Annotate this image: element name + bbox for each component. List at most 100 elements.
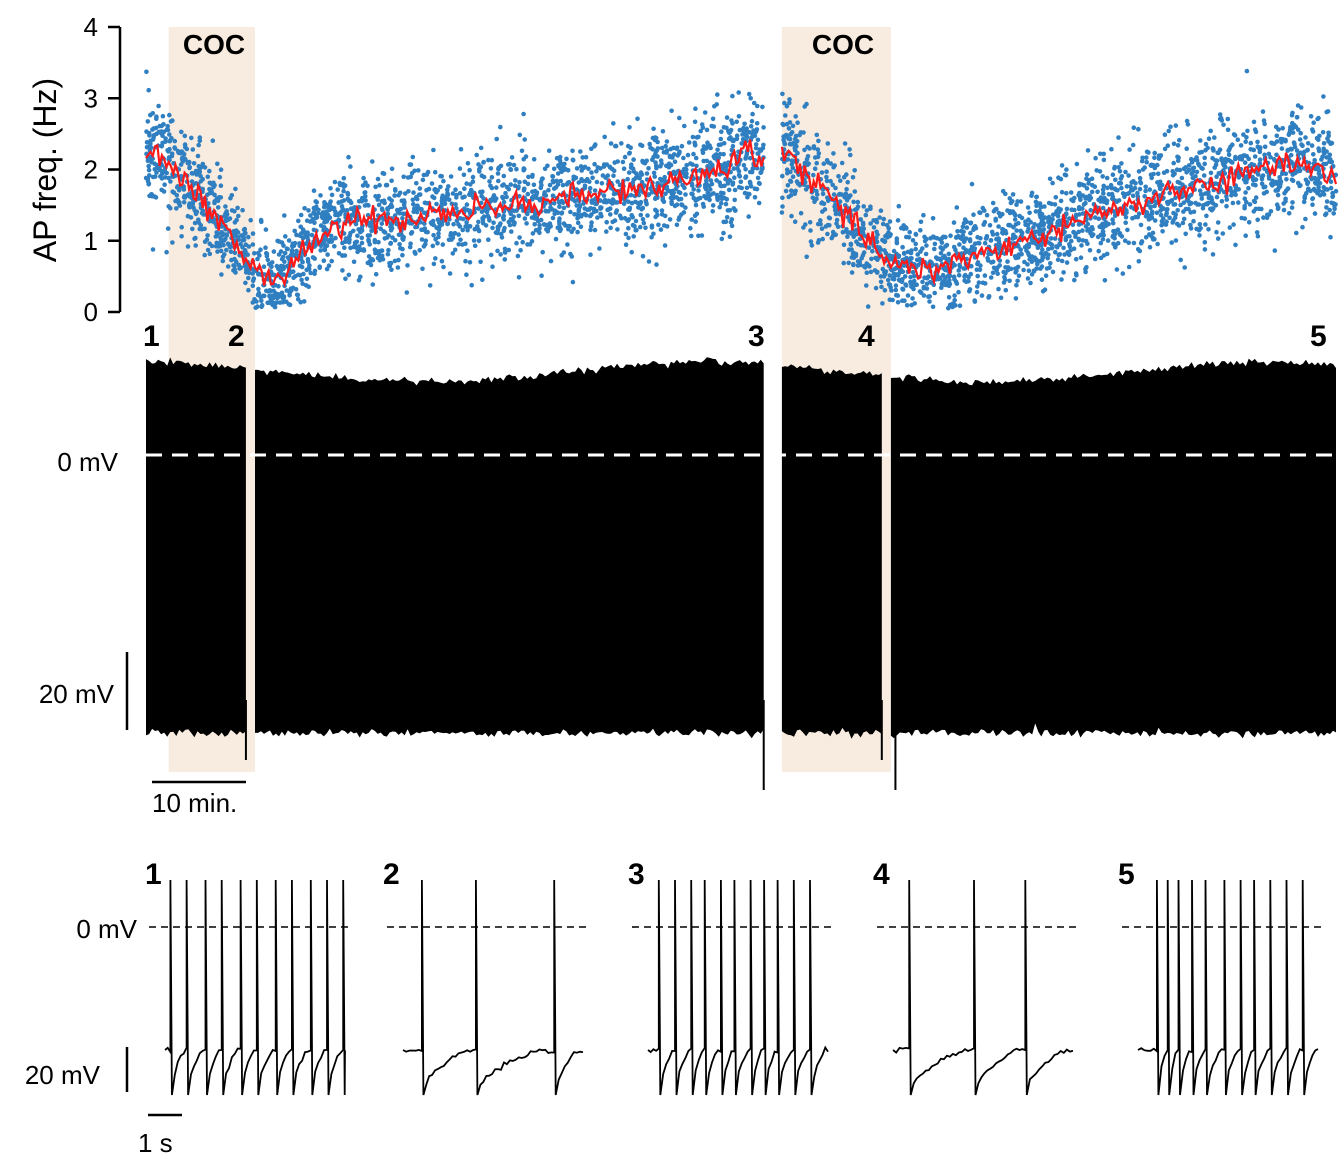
scatter-point [172,138,178,144]
scatter-point [436,231,441,236]
scatter-point [407,244,413,250]
scatter-point [789,130,795,135]
scatter-point [1256,206,1262,212]
scatter-point [317,265,323,271]
scatter-point [1224,193,1229,199]
y-tick-label-0: 0 [84,297,98,327]
scatter-point [927,299,932,304]
scatter-point [913,246,918,252]
scatter-point [447,217,452,222]
scatter-point [496,212,502,218]
scatter-point [195,153,201,159]
scatter-point [1059,163,1065,168]
scatter-point [411,201,416,207]
scatter-point [896,253,902,259]
scatter-point [1255,234,1261,239]
scatter-point [674,146,679,151]
scatter-point [824,158,830,163]
scatter-point [710,116,716,122]
scatter-point [185,244,191,249]
scatter-point [661,223,667,228]
scatter-point [640,205,646,211]
scatter-point [755,175,761,181]
scatter-point [833,207,839,212]
scatter-point [430,194,435,199]
scatter-point [280,296,286,301]
scatter-point [498,163,504,169]
scatter-point [355,233,360,239]
scatter-point [538,185,544,191]
scatter-point [842,141,848,146]
scatter-point [295,292,301,298]
scatter-point [928,236,933,241]
scatter-point [613,143,618,149]
scatter-point [454,195,459,200]
scatter-point [908,256,913,261]
scatter-point [857,259,862,265]
scatter-point [1215,220,1221,225]
scatter-point [887,219,893,224]
scatter-point [324,266,330,272]
scatter-point [615,227,620,232]
scatter-point [802,147,807,153]
scatter-point [576,208,582,214]
scatter-point [1246,220,1252,225]
scatter-point [1331,211,1336,216]
scatter-point [1126,264,1132,270]
scatter-point [659,208,665,213]
scatter-point [1194,169,1200,175]
scatter-point [781,134,786,139]
scatter-point [441,178,446,184]
scatter-point [263,245,268,250]
scatter-point [631,234,636,239]
scale-bar-20mv-label-insets: 20 mV [25,1060,101,1090]
scatter-point [1206,195,1212,201]
scatter-point [789,162,795,167]
scatter-point [868,221,873,226]
scatter-point [654,262,659,267]
scatter-point [218,167,224,172]
scatter-point [691,187,696,192]
scatter-point [1204,213,1209,219]
scatter-point [689,217,695,222]
scatter-point [305,256,311,262]
scatter-point [476,219,481,225]
scatter-point [804,254,809,260]
scatter-point [146,87,151,93]
scatter-point [167,112,172,118]
scatter-point [375,251,381,256]
scatter-point [588,252,593,257]
scatter-point [456,232,461,237]
scatter-point [887,273,893,278]
scatter-point [559,169,564,174]
scatter-point [179,224,184,230]
scatter-point [664,139,670,144]
scatter-point [1316,146,1321,151]
scatter-point [1290,172,1295,177]
scatter-point [811,172,816,178]
scatter-point [924,236,929,242]
scatter-point [893,283,899,288]
scatter-point [818,218,823,223]
scatter-point [1078,255,1084,260]
scatter-point [833,232,838,237]
scatter-point [651,126,656,132]
scatter-point [717,204,722,210]
scatter-point [688,225,693,231]
scatter-point [402,205,407,210]
scatter-point [205,247,211,253]
scatter-point [388,224,393,229]
scatter-point [1048,236,1054,241]
scatter-point [433,256,438,261]
scatter-point [719,129,724,134]
scatter-point [918,249,923,254]
scatter-point [511,162,517,168]
scatter-point [433,237,438,242]
scatter-point [1274,139,1280,144]
scatter-point [1261,191,1267,196]
scatter-point [957,264,963,270]
scatter-point [982,273,988,278]
scatter-point [879,284,884,290]
scatter-point [1225,127,1231,133]
scatter-point [312,220,317,226]
